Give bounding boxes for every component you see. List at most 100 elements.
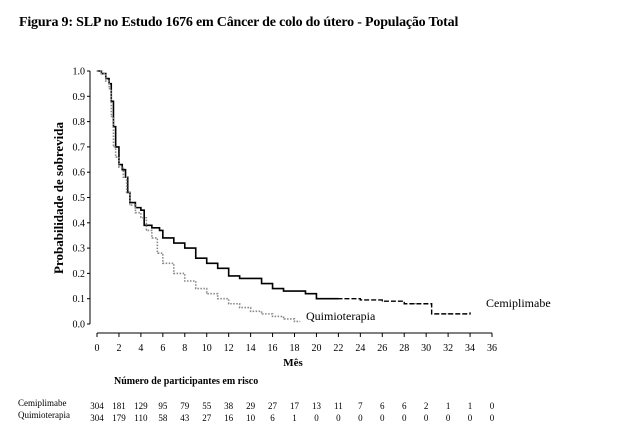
risk-cell: 0 [336,413,341,423]
risk-cell: 0 [489,401,495,411]
y-tick-label: 0.8 [73,117,86,128]
series-quimioterapia-point [118,166,120,168]
series-quimioterapia-point [261,313,263,315]
risk-cell: 16 [224,413,234,423]
series-quimioterapia-point [145,229,147,231]
y-tick-label: 0.9 [73,92,86,103]
series-quimioterapia-point [294,320,295,322]
series-quimioterapia-point [134,212,136,214]
x-tick-label: 12 [224,343,234,354]
y-tick-label: 0.0 [73,320,86,331]
series-cemiplimabe-point [151,227,153,229]
series-cemiplimabe-point [127,191,129,193]
series-cemiplimabe-point [228,275,230,277]
series-cemiplimabe-point [162,237,164,239]
series-cemiplimabe-point [250,277,252,279]
chart-axes: 0.00.10.20.30.40.50.60.70.80.91.00 2 4 6 8 10… [73,67,498,355]
series-cemiplimabe-point [129,202,131,204]
series-quimioterapia-point [184,280,186,282]
risk-cell: 11 [334,401,343,411]
series-cemiplimabe-point [143,224,145,226]
x-tick-label: 24 [355,343,365,354]
risk-cell: 6 [380,401,385,411]
y-tick-label: 0.4 [73,218,86,229]
series-cemiplimabe-tail-line [316,298,471,315]
series-cemiplimabe-point [392,300,394,302]
series-cemiplimabe-point [110,100,112,102]
series-cemiplimabe-point [272,288,274,290]
x-tick-label: 2 [116,343,121,354]
risk-cell: 304 [90,413,104,423]
series-cemiplimabe-point [283,290,285,292]
series-cemiplimabe-point [294,290,295,292]
risk-cell: 27 [202,413,212,423]
series-cemiplimabe-point [431,313,433,315]
series-quimioterapia-point [115,156,117,158]
risk-cell: 6 [401,401,407,411]
y-tick-label: 0.2 [73,269,86,280]
series-cemiplimabe-point [121,169,123,171]
series-quimioterapia-point [105,80,107,82]
x-tick-label: 18 [290,343,300,354]
risk-cell: 0 [489,413,495,423]
x-tick-label: 30 [421,343,431,354]
series-cemiplimabe-point [173,242,175,244]
x-tick-label: 6 [160,343,165,354]
risk-row-quimioterapia: 304 179 110 58 43 27 16 10 6 1 0 0 0 0 0 0 0 0 0 [0,413,628,425]
risk-row-label-cemiplimabe: Cemiplimabe [18,398,67,408]
series-cemiplimabe-point [140,209,142,211]
series-cemiplimabe-point [447,313,449,315]
x-tick-label: 34 [465,343,475,354]
risk-cell: 43 [180,413,190,423]
series-cemiplimabe-point [337,298,339,300]
series-quimioterapia-point [272,315,274,317]
series-quimioterapia-point [129,204,131,206]
risk-cell: 17 [290,401,299,411]
x-tick-label: 16 [268,343,278,354]
series-quimioterapia-point [151,237,153,239]
risk-cell: 0 [314,413,319,423]
series-cemiplimabe-point [425,303,427,305]
series-quimioterapia-point [239,307,241,309]
series-cemiplimabe-point [195,257,197,259]
series-quimioterapia-point [217,298,219,300]
series-quimioterapia-point [250,310,252,312]
risk-cell: 2 [423,401,429,411]
risk-cell: 0 [401,413,407,423]
x-tick-label: 4 [138,343,143,354]
x-tick-label: 36 [487,343,497,354]
series-cemiplimabe-point [359,299,361,301]
series-quimioterapia-point [228,303,230,305]
annotation-quimioterapia: Quimioterapia [306,309,376,323]
y-tick-label: 0.6 [73,168,86,179]
risk-cell: 0 [358,413,363,423]
series-quimioterapia-point [156,252,158,254]
series-cemiplimabe-point [403,303,405,305]
x-tick-label: 10 [202,343,212,354]
risk-cell: 58 [158,413,168,423]
risk-cell: 29 [246,401,256,411]
series-cemiplimabe-point [217,267,219,269]
series-cemiplimabe-point [184,247,186,249]
risk-cell: 1 [445,401,451,411]
series-quimioterapia-point [206,293,208,295]
risk-cell: 79 [180,401,190,411]
series-quimioterapia-point [112,146,114,148]
risk-cell: 110 [134,413,148,423]
risk-cell: 181 [112,401,126,411]
series-quimioterapia-point [140,217,142,219]
y-tick-label: 0.1 [73,294,86,305]
risk-cell: 38 [224,401,234,411]
risk-cell: 0 [423,413,429,423]
risk-row-label-quimioterapia: Quimioterapia [18,410,70,420]
series-quimioterapia-point [96,70,98,72]
risk-cell: 13 [311,401,321,411]
series-quimioterapia-point [110,116,112,118]
risk-cell: 304 [90,401,104,411]
series-cemiplimabe-point [239,277,241,279]
risk-cell: 95 [158,401,168,411]
risk-cell: 7 [358,401,363,411]
x-tick-label: 32 [443,343,453,354]
y-axis-label: Probabilidade de sobrevida [51,122,66,274]
